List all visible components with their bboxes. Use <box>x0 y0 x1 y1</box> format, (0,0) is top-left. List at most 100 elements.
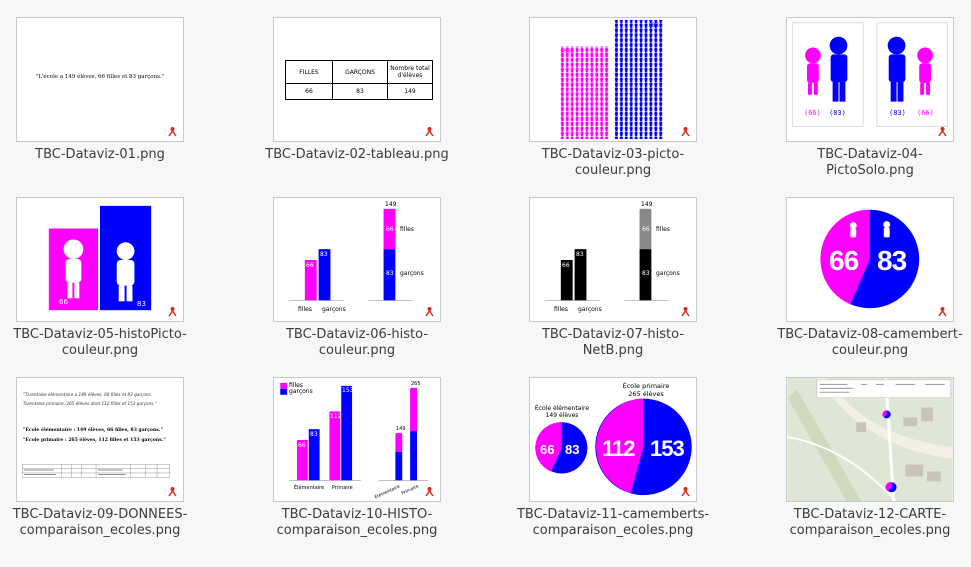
file-thumbnail[interactable]: (66) (83) <box>529 17 697 142</box>
file-thumbnail[interactable]: filles garçons 66 83 112 153 Élémentaire… <box>273 377 441 502</box>
brand-logo-icon <box>168 127 177 137</box>
boys-value-label: 83 <box>320 251 328 258</box>
stacked-boys-value: 83 <box>642 270 650 277</box>
stacked-girls-value: 66 <box>386 226 394 233</box>
file-name: TBC-Dataviz-10-HISTO-comparaison_ecoles.… <box>276 507 438 538</box>
table-cell: 149 <box>387 83 433 100</box>
x-axis-label: Élémentaire <box>294 485 325 491</box>
file-thumbnail[interactable] <box>786 377 954 502</box>
bar-value-label: 66 <box>298 442 306 449</box>
boy-silhouette-icon <box>116 242 135 302</box>
comparison-histogram <box>280 382 428 481</box>
file-name: TBC-Dataviz-03-picto-couleur.png <box>541 147 685 178</box>
file-thumbnail[interactable]: 66 83 filles garçons 149 66 83 filles ga… <box>529 197 697 322</box>
x-axis-label: filles <box>298 306 312 313</box>
girls-slice <box>820 209 870 305</box>
stacked-boys-value: 83 <box>386 270 394 277</box>
file-name: TBC-Dataviz-02-tableau.png <box>265 147 449 162</box>
legend-label: filles <box>289 382 303 389</box>
file-thumbnail[interactable]: "Tarentaise élémentaire a 149 élèves, 66… <box>16 377 184 502</box>
data-table-preview <box>22 464 171 478</box>
girls-bar <box>560 259 573 301</box>
file-name: TBC-Dataviz-09-DONNEES-comparaison_ecole… <box>12 507 188 538</box>
stack-segment-label: garçons <box>656 270 680 277</box>
handwritten-text: Tarentaise primaire, 265 élèves dont 112… <box>23 401 157 406</box>
map-preview <box>787 378 953 501</box>
pie-value-label: 153 <box>650 436 685 461</box>
brand-logo-icon <box>681 307 690 317</box>
boys-count-label: (83) <box>829 109 846 117</box>
girls-bar <box>304 259 317 301</box>
table-header: GARÇONS <box>332 60 388 84</box>
boys-count-label: (83) <box>889 109 906 117</box>
file-name: TBC-Dataviz-07-histo-NetB.png <box>541 327 685 358</box>
map-table-overlay <box>816 379 951 398</box>
file-name: TBC-Dataviz-12-CARTE-comparaison_ecoles.… <box>789 507 951 538</box>
handwritten-text: "Tarentaise élémentaire a 149 élèves, 66… <box>23 392 153 397</box>
boys-value-label: 83 <box>877 245 907 276</box>
girl-silhouette-icon <box>917 47 933 95</box>
brand-logo-icon <box>168 307 177 317</box>
bar-value-label: 83 <box>310 431 318 438</box>
pie-subtitle: 149 élèves <box>545 412 579 419</box>
girls-count-label: (66) <box>560 48 575 55</box>
brand-logo-icon <box>681 487 690 497</box>
single-pictogram-chart <box>792 22 948 127</box>
file-name: TBC-Dataviz-05-histoPicto-couleur.png <box>13 327 187 358</box>
pictogram-histogram <box>48 205 152 311</box>
brand-logo-icon <box>938 127 947 137</box>
file-thumbnail[interactable]: 66 83 <box>786 197 954 322</box>
boys-bar <box>318 249 331 301</box>
legend-boys-swatch <box>280 388 288 395</box>
table-cell: 83 <box>332 83 388 100</box>
file-thumbnail[interactable]: École élémentaire 149 élèves École prima… <box>529 377 697 502</box>
girls-value-label: 66 <box>829 245 859 276</box>
file-name: TBC-Dataviz-11-camemberts-comparaison_ec… <box>516 507 710 538</box>
stack-segment-label: garçons <box>400 270 424 277</box>
girls-count-label: (66) <box>804 109 821 117</box>
pie-value-label: 66 <box>540 442 555 457</box>
legend-label: garçons <box>289 388 313 395</box>
stack-total-label: 149 <box>396 426 406 432</box>
girls-count-label: (66) <box>917 109 934 117</box>
table-cell: 66 <box>285 83 333 100</box>
stack-segment-label: filles <box>400 226 414 233</box>
file-thumbnail[interactable]: (66) (83) (83) (66) <box>786 17 954 142</box>
boys-value-label: 83 <box>576 251 584 258</box>
boy-silhouette-icon <box>887 36 906 102</box>
stack-total-label: 149 <box>385 201 397 208</box>
stack-total-label: 149 <box>641 201 653 208</box>
stack-segment-label: filles <box>656 226 670 233</box>
histogram-black-white <box>545 208 669 301</box>
pie-value-label: 112 <box>602 436 635 461</box>
file-name: TBC-Dataviz-06-histo-couleur.png <box>285 327 429 358</box>
boy-silhouette-icon <box>883 221 891 238</box>
stack-total-label: 265 <box>411 381 421 387</box>
girl-silhouette-icon <box>849 222 857 238</box>
thumbnail-quote-text: "L'école a 149 élèves, 66 filles et 83 g… <box>35 74 165 80</box>
boys-value-label: 83 <box>137 300 146 308</box>
girl-silhouette-icon <box>805 47 821 95</box>
file-thumbnail[interactable]: 66 83 <box>16 197 184 322</box>
stacked-girls-bar <box>639 208 652 250</box>
x-axis-label: Primaire <box>332 485 353 491</box>
file-thumbnail[interactable]: "L'école a 149 élèves, 66 filles et 83 g… <box>16 17 184 142</box>
pie-subtitle: 265 élèves <box>628 390 664 398</box>
thumbnail-table: FILLES GARÇONS Nombre total d'élèves 66 … <box>285 60 433 100</box>
girl-silhouette-icon <box>63 239 84 299</box>
pie-value-label: 83 <box>565 442 580 457</box>
file-thumbnail[interactable]: FILLES GARÇONS Nombre total d'élèves 66 … <box>273 17 441 142</box>
histogram-color <box>289 208 413 301</box>
pie-chart-color <box>820 209 920 309</box>
file-thumbnail[interactable]: 66 83 filles garçons 149 66 83 filles ga… <box>273 197 441 322</box>
file-name: TBC-Dataviz-01.png <box>35 147 165 162</box>
boys-pictogram-block <box>613 19 664 140</box>
brand-logo-icon <box>425 487 434 497</box>
bar-value-label: 112 <box>330 413 342 420</box>
pie-title: École élémentaire <box>534 405 590 412</box>
pictogram-grid-chart <box>559 19 664 140</box>
brand-logo-icon <box>168 487 177 497</box>
data-line: "École élémentaire : 149 élèves, 66 fill… <box>23 428 163 433</box>
brand-logo-icon <box>681 127 690 137</box>
girls-value-label: 66 <box>562 262 570 269</box>
